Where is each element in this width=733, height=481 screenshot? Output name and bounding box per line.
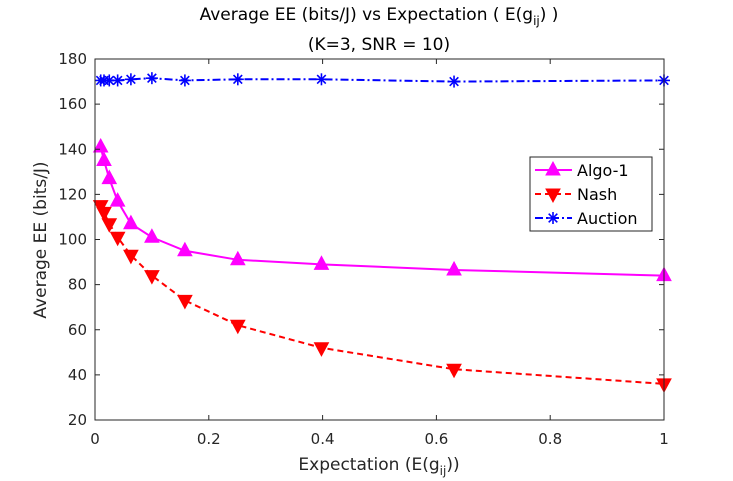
data-point-auction [448,75,461,88]
data-point-algo-1 [446,260,462,276]
data-point-auction [231,73,244,86]
legend-marker [545,160,561,176]
data-point-nash [101,218,118,233]
y-tick-label: 180 [58,50,87,68]
series-layer [92,72,672,393]
x-tick-label: 0.6 [424,430,448,448]
legend-entries: Algo-1 Nash Auction [535,160,638,228]
legend-label: Auction [577,209,638,228]
legend-entry-algo-1: Algo-1 [535,160,629,180]
y-tick-label: 60 [68,321,87,339]
data-point-nash [96,206,112,222]
data-point-nash [109,231,126,247]
data-point-algo-1 [144,228,160,243]
legend: Algo-1 Nash Auction [529,156,653,232]
data-point-algo-1 [109,192,126,207]
x-tick-label: 0 [90,430,100,448]
data-point-algo-1 [229,250,246,266]
y-tick-label: 140 [58,140,87,158]
series-nash [92,200,672,393]
legend-entry-auction: Auction [535,209,638,228]
data-point-nash [446,363,462,379]
data-point-nash [123,249,139,265]
data-point-nash [144,270,160,285]
data-point-auction [145,72,158,85]
data-point-algo-1 [313,255,330,270]
data-point-algo-1 [92,137,109,153]
data-point-algo-1 [101,169,118,185]
series-algo-1 [92,137,672,282]
y-tick-label: 80 [68,276,87,294]
x-axis-label: Expectation (E(gij)) [298,455,459,478]
data-point-auction [178,74,191,87]
legend-label: Algo-1 [577,161,629,180]
x-tick-label: 1 [659,430,669,448]
y-tick-label: 40 [68,366,87,384]
chart-subtitle: (K=3, SNR = 10) [308,35,450,55]
legend-label: Nash [577,185,617,204]
data-point-nash [177,294,193,310]
legend-marker [547,212,559,224]
plot-area [95,59,664,420]
data-point-algo-1 [123,214,139,230]
data-point-auction [124,73,137,86]
data-point-nash [229,319,246,335]
x-tick-label: 0.8 [538,430,562,448]
y-tick-label: 100 [58,231,87,249]
data-point-algo-1 [177,241,193,257]
data-point-auction [315,73,328,86]
y-tick-label: 160 [58,95,87,113]
data-point-algo-1 [96,151,112,167]
y-tick-label: 20 [68,411,87,429]
y-tick-label: 120 [58,185,87,203]
chart-title: Average EE (bits/J) vs Expectation ( E(g… [200,5,559,28]
y-axis-label: Average EE (bits/J) [31,161,51,318]
legend-entry-nash: Nash [535,185,617,204]
data-point-auction [111,74,124,87]
series-auction [94,72,670,88]
legend-marker [545,188,561,204]
x-tick-label: 0.4 [311,430,335,448]
data-point-nash [313,342,330,357]
x-tick-label: 0.2 [197,430,221,448]
